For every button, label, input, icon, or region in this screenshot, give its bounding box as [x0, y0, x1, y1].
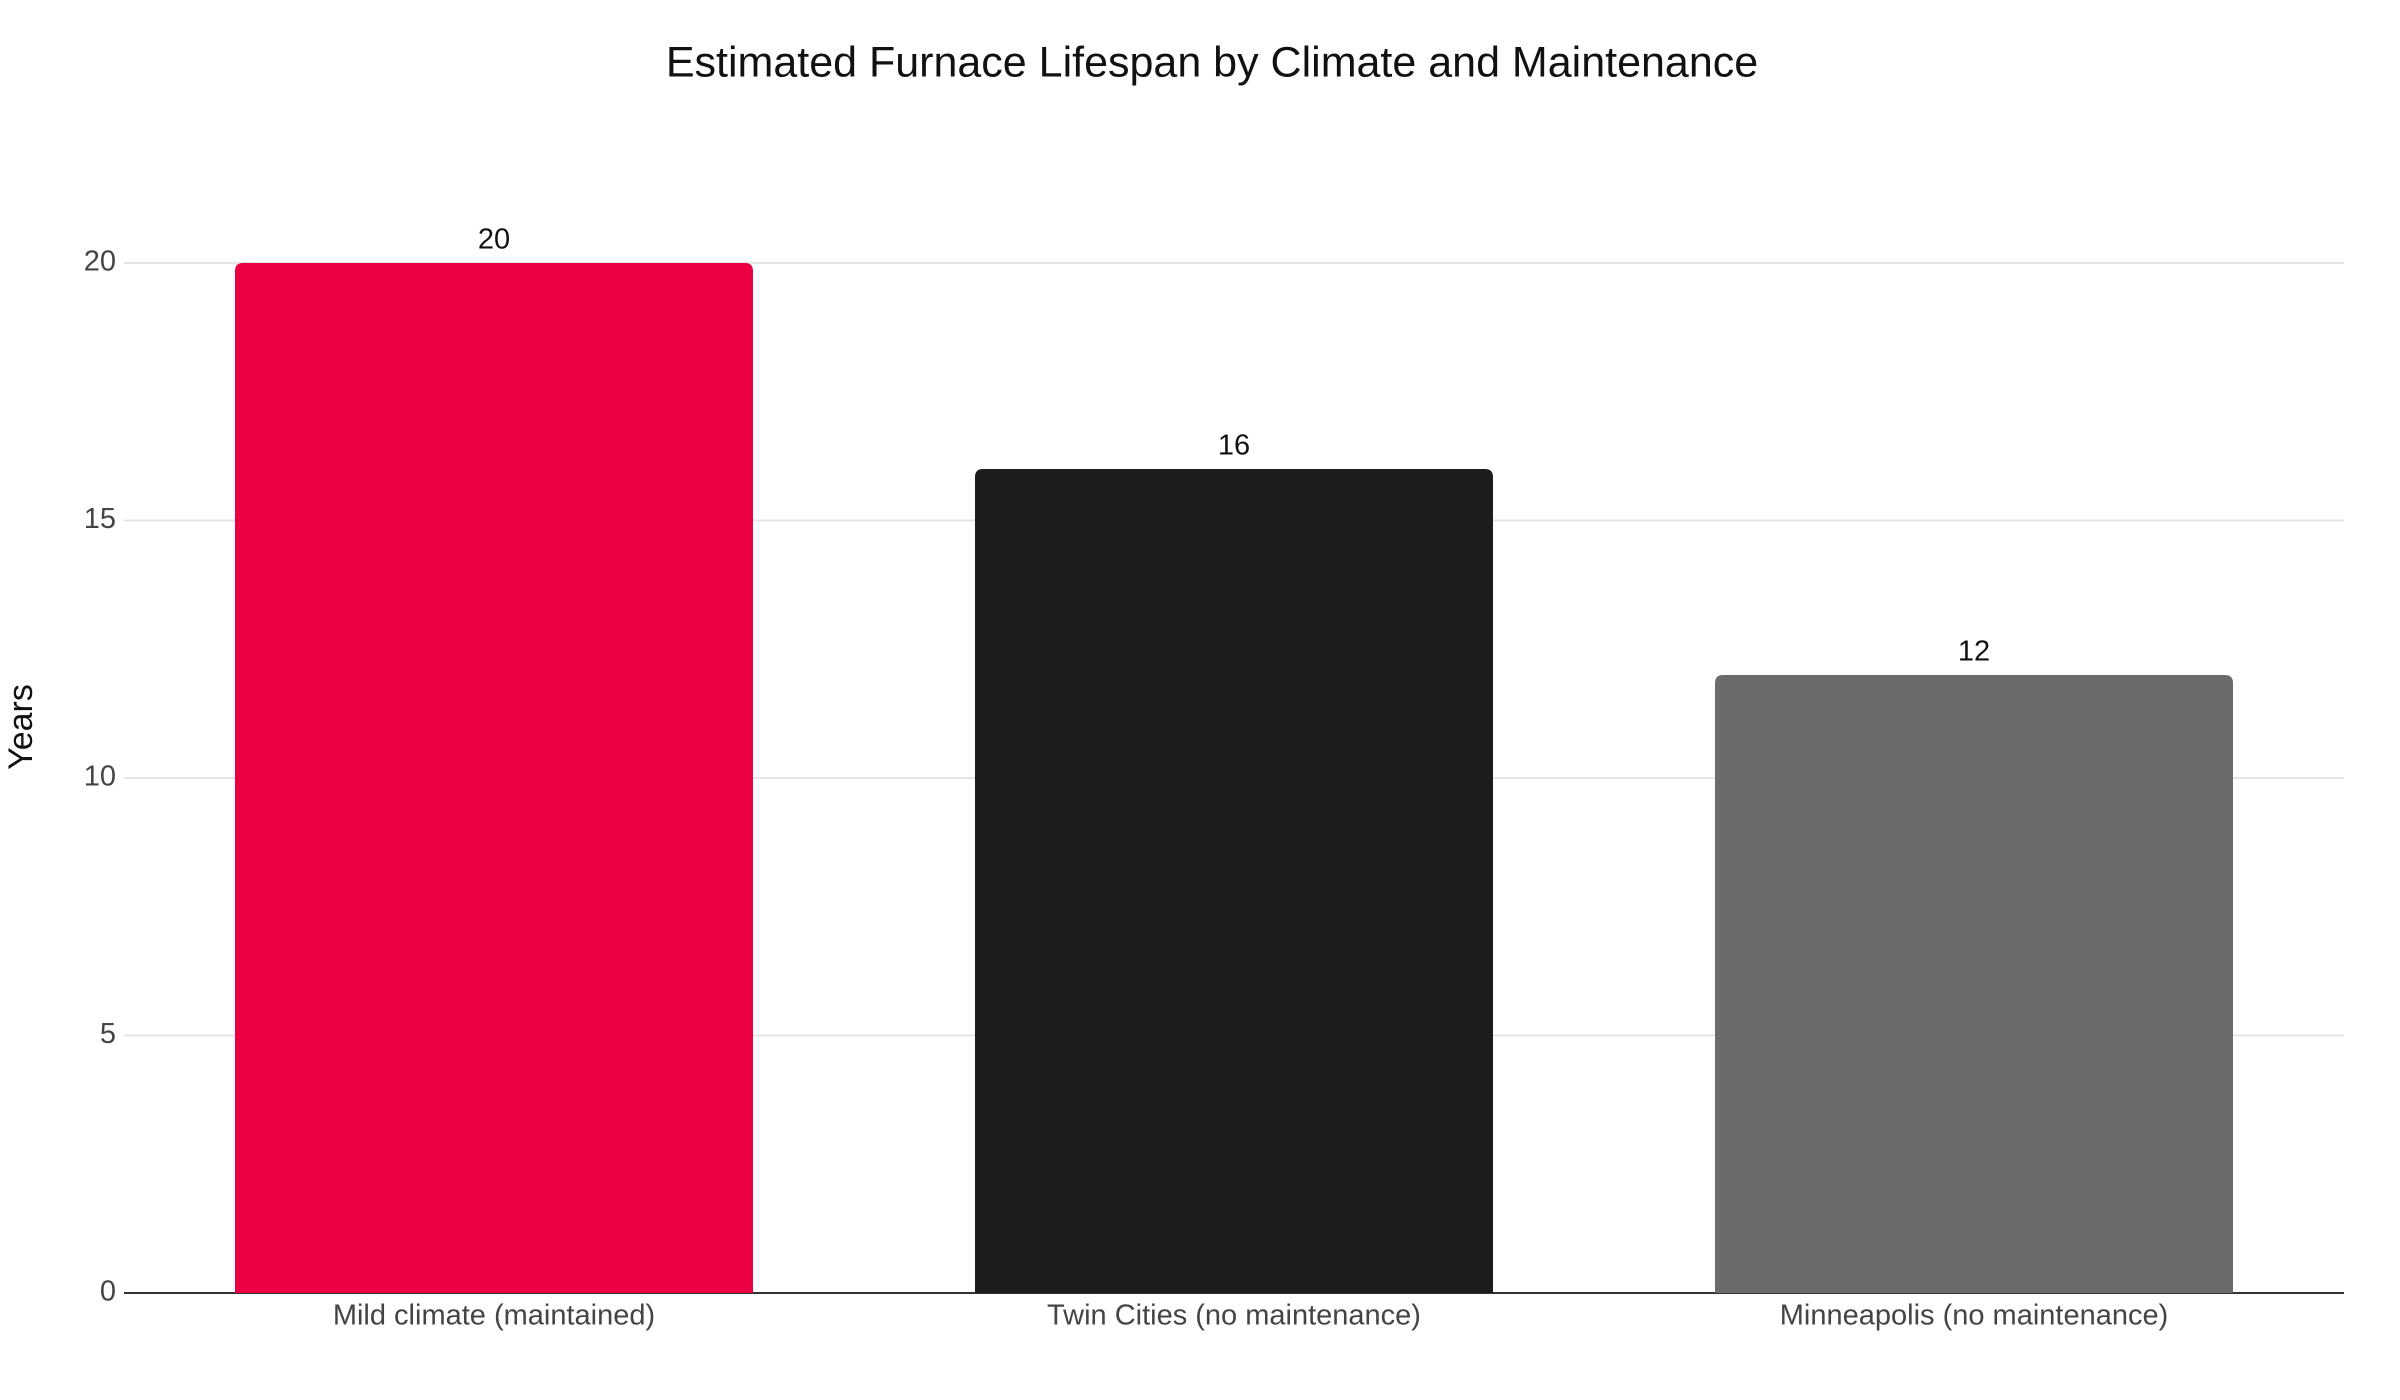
- chart-title: Estimated Furnace Lifespan by Climate an…: [666, 38, 1758, 86]
- y-tick-label: 20: [84, 246, 116, 278]
- x-tick-label: Minneapolis (no maintenance): [1780, 1300, 2169, 1332]
- y-tick-label: 5: [100, 1018, 116, 1050]
- y-tick-label: 10: [84, 761, 116, 793]
- bar: [1715, 675, 2233, 1293]
- bar: [975, 469, 1493, 1293]
- y-axis-title: Years: [2, 684, 40, 770]
- x-tick-label: Mild climate (maintained): [333, 1300, 655, 1332]
- y-tick-label: 15: [84, 503, 116, 535]
- value-label: 20: [478, 224, 510, 256]
- value-label: 12: [1958, 636, 1990, 668]
- y-tick-label: 0: [100, 1276, 116, 1308]
- bar: [235, 263, 753, 1293]
- value-label: 16: [1218, 430, 1250, 462]
- x-tick-label: Twin Cities (no maintenance): [1047, 1300, 1421, 1332]
